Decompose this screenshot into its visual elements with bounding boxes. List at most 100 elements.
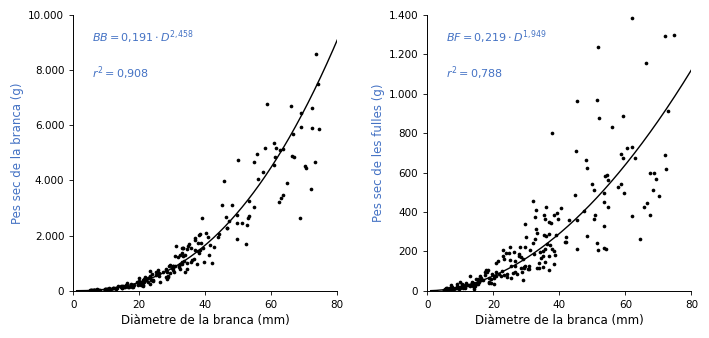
Point	[95, 287, 106, 293]
Point	[641, 200, 652, 206]
Point	[104, 286, 115, 292]
Point	[581, 233, 593, 239]
Point	[504, 245, 515, 250]
Point	[457, 283, 469, 289]
Point	[185, 259, 196, 264]
Point	[93, 287, 104, 293]
Point	[174, 266, 186, 272]
Point	[173, 264, 184, 270]
Point	[456, 283, 467, 288]
Point	[301, 165, 312, 170]
Point	[490, 269, 501, 274]
Point	[510, 269, 521, 275]
Point	[447, 285, 458, 290]
Point	[108, 285, 120, 291]
Point	[100, 287, 111, 292]
Point	[145, 274, 156, 280]
Point	[593, 115, 605, 120]
Point	[472, 279, 484, 285]
Point	[207, 260, 218, 265]
Point	[147, 277, 158, 283]
Point	[469, 283, 481, 289]
Point	[506, 263, 517, 268]
Point	[164, 271, 176, 276]
Point	[294, 215, 306, 221]
Point	[493, 271, 505, 276]
Point	[150, 269, 162, 275]
Point	[176, 246, 187, 251]
Point	[252, 176, 264, 182]
Point	[91, 287, 103, 292]
Point	[161, 269, 172, 274]
Point	[186, 257, 198, 262]
Point	[515, 254, 527, 260]
Point	[445, 286, 456, 291]
Point	[593, 45, 604, 50]
Point	[132, 283, 143, 288]
Point	[659, 33, 671, 39]
Point	[525, 247, 536, 253]
Point	[510, 259, 521, 264]
Point	[528, 251, 540, 257]
Point	[116, 284, 127, 290]
Point	[538, 213, 549, 218]
Point	[459, 286, 471, 291]
Point	[189, 236, 201, 241]
Point	[535, 249, 546, 254]
Point	[155, 279, 166, 285]
Point	[445, 287, 457, 292]
Point	[549, 212, 560, 217]
Point	[618, 156, 629, 161]
Point	[259, 145, 271, 151]
Point	[497, 247, 508, 253]
Point	[445, 283, 457, 288]
Point	[459, 284, 470, 289]
Point	[541, 241, 552, 247]
Point	[622, 145, 633, 150]
Point	[180, 269, 191, 275]
Point	[277, 192, 289, 198]
Point	[177, 260, 188, 265]
Point	[472, 281, 484, 287]
Point	[208, 244, 219, 249]
Point	[136, 280, 147, 285]
Point	[306, 125, 318, 131]
Point	[137, 277, 148, 282]
Point	[467, 284, 479, 289]
Point	[172, 255, 184, 260]
Point	[539, 260, 550, 265]
Point	[178, 259, 189, 264]
Point	[86, 288, 98, 293]
Point	[89, 287, 101, 293]
Point	[310, 52, 321, 57]
Point	[289, 154, 300, 160]
Point	[454, 280, 465, 285]
Point	[193, 240, 204, 246]
Point	[241, 223, 252, 228]
Point	[507, 270, 518, 275]
Point	[439, 286, 450, 292]
Point	[527, 240, 539, 245]
Point	[545, 220, 557, 226]
Point	[270, 145, 281, 151]
Point	[457, 285, 468, 290]
Point	[588, 188, 600, 193]
Point	[194, 232, 205, 237]
Point	[162, 274, 174, 280]
Point	[128, 282, 140, 288]
Point	[481, 270, 493, 275]
Point	[627, 214, 638, 219]
Point	[88, 288, 99, 293]
Point	[286, 103, 297, 109]
Point	[204, 242, 216, 248]
Point	[189, 247, 201, 252]
Point	[111, 285, 122, 290]
Point	[589, 213, 601, 218]
Point	[519, 264, 530, 269]
Point	[501, 251, 512, 256]
Point	[602, 204, 613, 210]
Point	[535, 256, 547, 261]
Point	[145, 273, 156, 279]
Point	[571, 246, 583, 252]
Point	[107, 286, 118, 291]
